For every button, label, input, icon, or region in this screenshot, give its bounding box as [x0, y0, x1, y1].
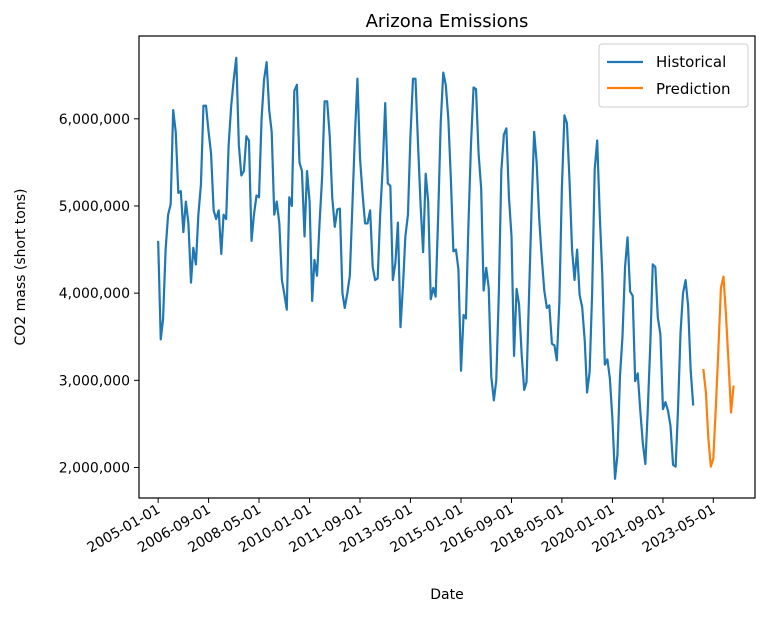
y-tick-label: 4,000,000 — [59, 286, 130, 302]
legend-historical-label: Historical — [656, 53, 726, 71]
y-tick-label: 3,000,000 — [59, 373, 130, 389]
plot-area — [157, 56, 735, 480]
x-axis-label: Date — [430, 587, 463, 603]
y-tick-label: 6,000,000 — [59, 112, 130, 128]
y-axis: 2,000,000 3,000,000 4,000,000 5,000,000 6,00… — [59, 112, 139, 476]
series-line-prediction — [702, 275, 735, 468]
y-tick-label: 5,000,000 — [59, 199, 130, 215]
legend: Historical Prediction — [598, 43, 749, 108]
y-axis-label: CO2 mass (short tons) — [13, 189, 29, 346]
plot-frame — [138, 35, 756, 499]
legend-prediction-label: Prediction — [656, 80, 731, 98]
series-line-historical — [157, 56, 695, 480]
legend-box — [598, 43, 749, 108]
y-tick-label: 2,000,000 — [59, 460, 130, 476]
chart-title: Arizona Emissions — [366, 11, 529, 32]
